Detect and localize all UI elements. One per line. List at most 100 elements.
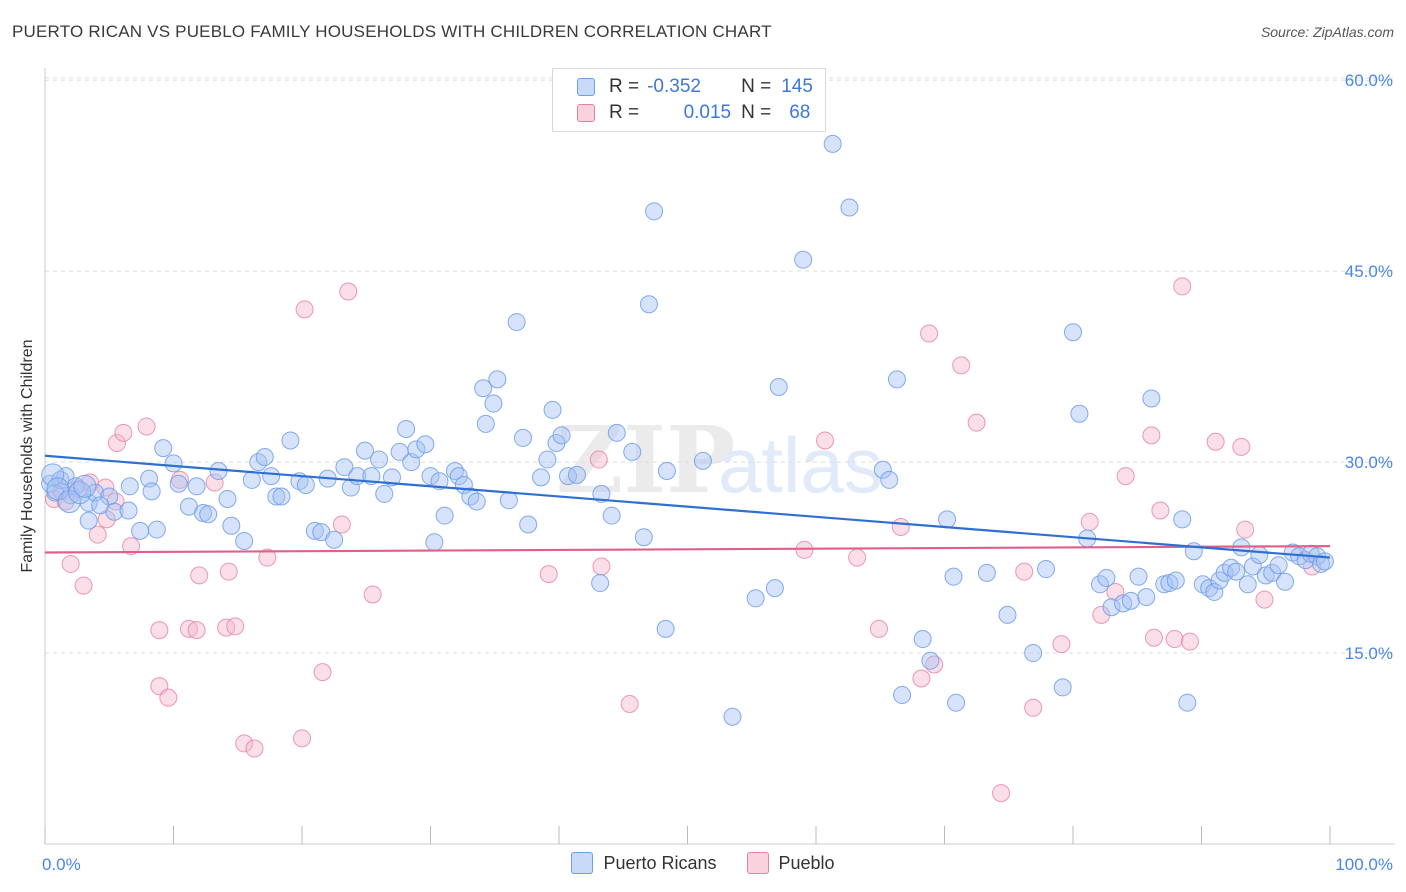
puerto-rican-point <box>484 394 503 413</box>
puerto-rican-point <box>1173 510 1192 529</box>
puerto-rican-point <box>421 467 440 486</box>
puerto-rican-point <box>998 605 1017 624</box>
puerto-rican-point <box>938 510 957 529</box>
legend-item-puerto-ricans: Puerto Ricans <box>571 852 717 874</box>
x-tick-label: 0.0% <box>42 855 81 874</box>
puerto-rican-point <box>880 470 899 489</box>
n-value: 68 <box>789 102 811 123</box>
pueblo-point <box>339 282 358 301</box>
pueblo-point <box>1206 432 1225 451</box>
pueblo-point <box>219 562 238 581</box>
pueblo-point <box>620 694 639 713</box>
puerto-rican-point <box>1024 644 1043 663</box>
puerto-rican-point <box>543 400 562 419</box>
pueblo-point <box>795 540 814 559</box>
puerto-rican-point <box>255 448 274 467</box>
pueblo-point <box>1015 562 1034 581</box>
puerto-rican-point <box>723 707 742 726</box>
pueblo-point <box>1024 698 1043 717</box>
r-value: 0.015 <box>683 102 732 123</box>
puerto-rican-point <box>693 451 712 470</box>
puerto-rican-point <box>370 450 389 469</box>
puerto-rican-point <box>1070 404 1089 423</box>
n-value: 145 <box>781 76 813 97</box>
puerto-rican-point <box>1137 588 1156 607</box>
puerto-rican-point <box>430 472 449 491</box>
puerto-rican-point <box>474 379 493 398</box>
correlation-legend: R = -0.352 N = 145 R = 0.015 N = 68 <box>552 68 826 132</box>
puerto-rican-point <box>305 521 324 540</box>
pueblo-point <box>122 537 141 556</box>
puerto-rican-point <box>1142 389 1161 408</box>
puerto-rican-point <box>397 420 416 439</box>
puerto-rican-point <box>538 450 557 469</box>
puerto-rican-point <box>1315 552 1334 571</box>
pueblo-points <box>44 277 1322 803</box>
puerto-rican-point <box>154 439 173 458</box>
y-tick-label: 15.0% <box>1345 644 1393 663</box>
source-label: Source: ZipAtlas.com <box>1260 24 1394 40</box>
pueblo-point <box>1173 277 1192 296</box>
puerto-rican-point <box>657 462 676 481</box>
puerto-rican-point <box>1238 575 1257 594</box>
pueblo-point <box>1180 632 1199 651</box>
chart-title: PUERTO RICAN VS PUEBLO FAMILY HOUSEHOLDS… <box>12 22 772 41</box>
n-label: N = <box>741 76 772 97</box>
puerto-rican-point <box>645 202 664 221</box>
puerto-rican-point <box>407 440 426 459</box>
puerto-rican-point <box>272 487 291 506</box>
pueblo-point <box>332 515 351 534</box>
pueblo-point <box>107 434 126 453</box>
pueblo-point <box>1052 635 1071 654</box>
r-label: R = <box>609 76 640 97</box>
pueblo-point <box>235 734 254 753</box>
puerto-rican-point <box>532 468 551 487</box>
legend-item-pueblo: Pueblo <box>746 852 835 874</box>
puerto-rican-point <box>947 693 966 712</box>
tick-labels: 15.0% 30.0% 45.0% 60.0% 0.0% 100.0% <box>42 71 1393 874</box>
r-label: R = <box>609 102 640 123</box>
puerto-rican-point <box>823 134 842 153</box>
puerto-rican-point <box>656 619 675 638</box>
legend-label: Pueblo <box>778 852 835 873</box>
puerto-rican-point <box>519 515 538 534</box>
pueblo-point <box>869 619 888 638</box>
pueblo-point <box>114 423 133 442</box>
pueblo-point <box>190 566 209 585</box>
puerto-rican-point <box>507 313 526 332</box>
puerto-rican-point <box>769 377 788 396</box>
pueblo-point <box>159 688 178 707</box>
puerto-rican-point <box>120 477 139 496</box>
pueblo-point <box>150 621 169 640</box>
pueblo-point <box>891 518 910 537</box>
puerto-rican-point <box>1166 571 1185 590</box>
y-tick-label: 30.0% <box>1345 453 1393 472</box>
r-value: -0.352 <box>647 76 701 97</box>
puerto-rican-point <box>887 370 906 389</box>
pueblo-point <box>293 729 311 748</box>
puerto-rican-point <box>639 295 658 314</box>
puerto-rican-point <box>607 423 626 442</box>
puerto-rican-point <box>921 651 940 670</box>
puerto-rican-trend-line <box>44 454 1331 559</box>
pueblo-point <box>1092 605 1111 624</box>
legend-row-pueblo: R = 0.015 N = 68 <box>577 100 810 126</box>
puerto-rican-point <box>281 431 300 450</box>
puerto-rican-point <box>1053 678 1072 697</box>
pueblo-point <box>1142 426 1161 445</box>
puerto-rican-point <box>335 458 354 477</box>
watermark-zip: ZIP <box>556 406 735 514</box>
puerto-rican-point <box>262 467 281 486</box>
puerto-rican-point <box>893 686 912 705</box>
puerto-rican-point <box>488 370 507 389</box>
puerto-rican-point <box>1037 560 1056 579</box>
puerto-rican-point <box>591 574 610 593</box>
pueblo-trend-line <box>44 545 1331 554</box>
puerto-rican-point <box>765 579 784 598</box>
legend-swatch-blue <box>571 852 594 874</box>
puerto-rican-point <box>1178 693 1197 712</box>
pueblo-point <box>967 413 986 432</box>
puerto-rican-point <box>425 533 444 552</box>
legend-swatch-pink <box>746 852 769 874</box>
